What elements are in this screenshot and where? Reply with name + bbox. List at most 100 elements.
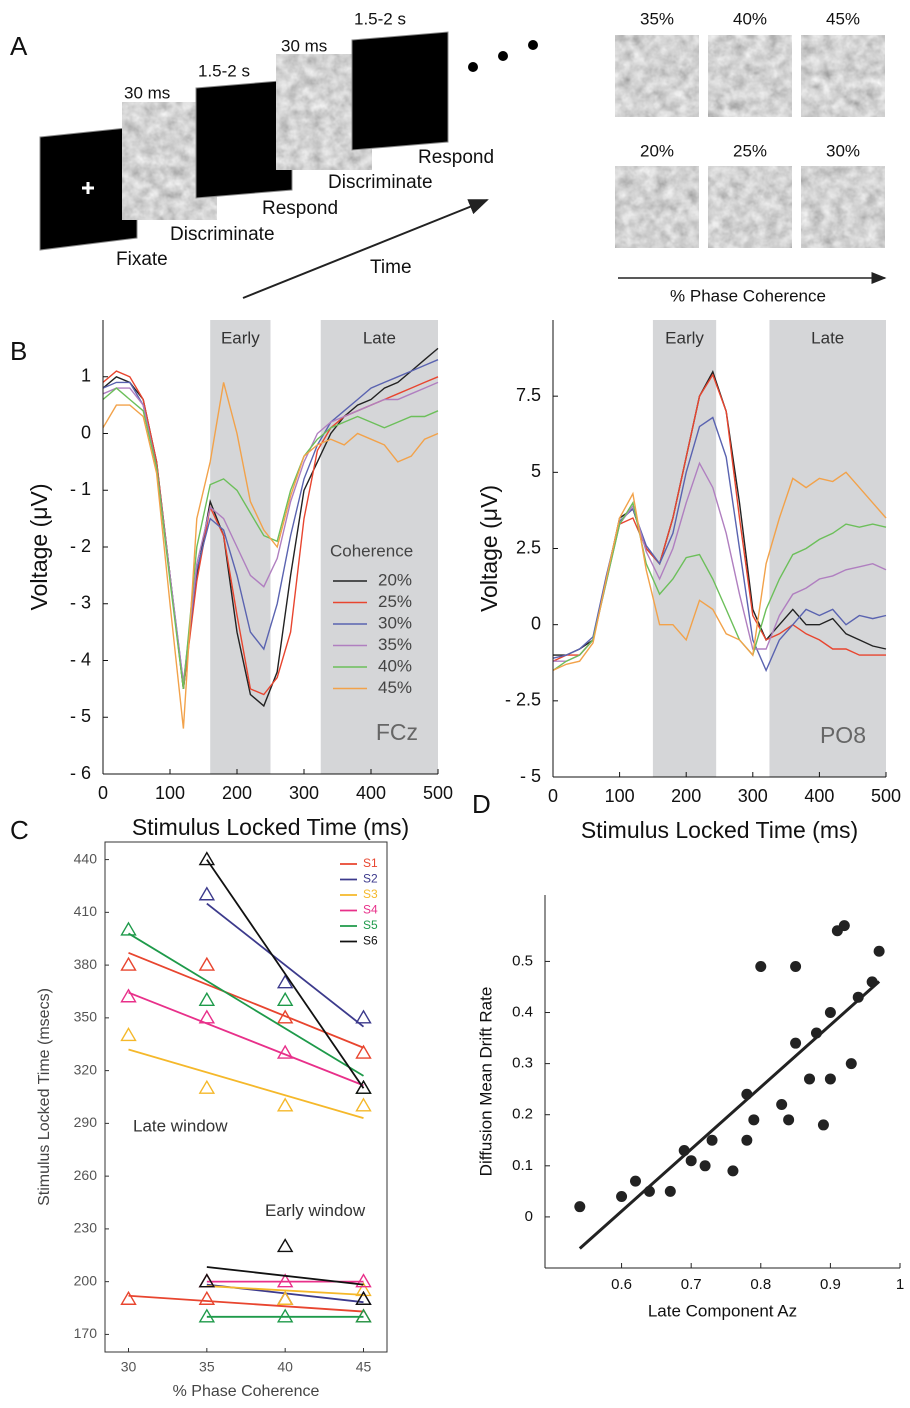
- y-tick-label: - 3: [70, 593, 91, 613]
- y-tick-label: 200: [74, 1272, 98, 1288]
- legend-label: 40%: [378, 656, 412, 675]
- triangle-marker: [198, 1308, 216, 1323]
- scatter-point: [741, 1134, 753, 1146]
- y-tick-label: - 6: [70, 763, 91, 783]
- triangle-marker: [120, 1027, 137, 1042]
- coherence-level: 45%: [826, 9, 860, 28]
- x-axis-label: Late Component Az: [648, 1301, 797, 1320]
- y-tick-label: 1: [81, 366, 91, 386]
- x-tick-label: 100: [605, 786, 635, 806]
- triangle-marker: [198, 886, 216, 901]
- x-tick-label: 400: [804, 786, 834, 806]
- window-shade: [320, 320, 438, 774]
- triangle-marker: [355, 1282, 372, 1297]
- y-tick-label: 380: [74, 956, 98, 972]
- x-axis-label: Stimulus Locked Time (ms): [132, 814, 409, 840]
- scatter-point: [685, 1155, 697, 1167]
- triangle-marker: [355, 1273, 372, 1288]
- x-tick-label: 500: [871, 786, 901, 806]
- legend-label: S1: [363, 856, 378, 870]
- y-tick-label: 0.5: [512, 952, 533, 969]
- y-tick-label: - 5: [70, 706, 91, 726]
- window-shade: [652, 320, 717, 777]
- y-tick-label: - 1: [70, 479, 91, 499]
- y-tick-label: 350: [74, 1009, 98, 1025]
- triangle-marker: [355, 1308, 372, 1323]
- panel-label: C: [10, 815, 29, 845]
- x-tick-label: 30: [121, 1359, 137, 1375]
- step: Respond: [262, 198, 338, 219]
- fit-line: [206, 1285, 364, 1296]
- timing: 1.5-2 s: [198, 61, 250, 80]
- scatter-point: [664, 1185, 676, 1197]
- scatter-point: [790, 961, 802, 973]
- y-tick-label: 230: [74, 1220, 98, 1236]
- x-tick-label: 0.9: [820, 1276, 841, 1293]
- x-tick-label: 35: [199, 1359, 215, 1375]
- triangle-marker: [198, 1079, 216, 1094]
- legend-label: S6: [363, 934, 378, 948]
- window-label: Late: [363, 328, 396, 347]
- fit-line: [206, 1266, 364, 1286]
- trend-line: [578, 980, 881, 1250]
- window-label: Early window: [265, 1201, 366, 1220]
- stimulus-thumbnail: [615, 35, 699, 117]
- triangle-marker: [355, 1290, 372, 1305]
- y-axis-label: Stimulus Locked Time (msecs): [36, 988, 53, 1206]
- triangle-marker: [355, 1044, 372, 1059]
- frame: [195, 79, 293, 199]
- triangle-marker: [276, 974, 294, 989]
- scatter-point: [629, 1175, 641, 1187]
- scatter-point: [783, 1114, 795, 1126]
- x-tick-label: 400: [356, 783, 386, 803]
- electrode-label: FCz: [376, 719, 418, 745]
- scatter-point: [873, 945, 885, 957]
- y-tick-label: 5: [531, 461, 541, 481]
- y-tick-label: 410: [74, 903, 98, 919]
- legend-label: 20%: [378, 570, 412, 589]
- x-tick-label: 500: [423, 783, 453, 803]
- frame: [122, 102, 217, 220]
- y-tick-label: 0.4: [512, 1003, 533, 1020]
- triangle-marker: [276, 1273, 294, 1288]
- y-tick-label: - 4: [70, 649, 91, 669]
- panel-label: A: [10, 31, 28, 61]
- y-axis-label: Voltage (μV): [476, 485, 502, 612]
- legend-label: 35%: [378, 635, 412, 654]
- triangle-marker: [355, 1079, 372, 1094]
- frame: [276, 54, 372, 170]
- window-label: Early: [665, 328, 704, 347]
- series-line: [552, 471, 887, 672]
- triangle-marker: [198, 991, 216, 1006]
- triangle-marker: [120, 988, 137, 1003]
- legend-label: S5: [363, 918, 378, 932]
- y-tick-label: 290: [74, 1114, 98, 1130]
- legend-title: Coherence: [330, 541, 413, 560]
- x-tick-label: 1: [896, 1276, 904, 1293]
- y-tick-label: 0.2: [512, 1106, 533, 1123]
- legend-label: 45%: [378, 678, 412, 697]
- y-tick-label: 260: [74, 1167, 98, 1183]
- coherence-level: 25%: [733, 141, 767, 160]
- y-tick-label: - 2: [70, 536, 91, 556]
- timing: 1.5-2 s: [354, 9, 406, 28]
- legend-label: 30%: [378, 613, 412, 632]
- triangle-marker: [276, 991, 294, 1006]
- x-tick-label: 0.6: [611, 1276, 632, 1293]
- time-arrow: [242, 199, 489, 299]
- window-shade: [769, 320, 886, 777]
- x-tick-label: 0: [548, 786, 558, 806]
- fit-line: [128, 1294, 364, 1313]
- series-line: [552, 500, 887, 671]
- step: Fixate: [116, 249, 168, 270]
- scatter-point: [574, 1201, 586, 1213]
- fit-line: [206, 859, 365, 1089]
- x-tick-label: 40: [277, 1359, 293, 1375]
- y-axis-label: Voltage (μV): [26, 483, 52, 610]
- coherence-level: 40%: [733, 9, 767, 28]
- window-label: Late window: [133, 1116, 228, 1135]
- dot: [468, 62, 478, 72]
- triangle-marker: [276, 1097, 294, 1112]
- triangle-marker: [120, 956, 137, 971]
- triangle-marker: [276, 1238, 294, 1253]
